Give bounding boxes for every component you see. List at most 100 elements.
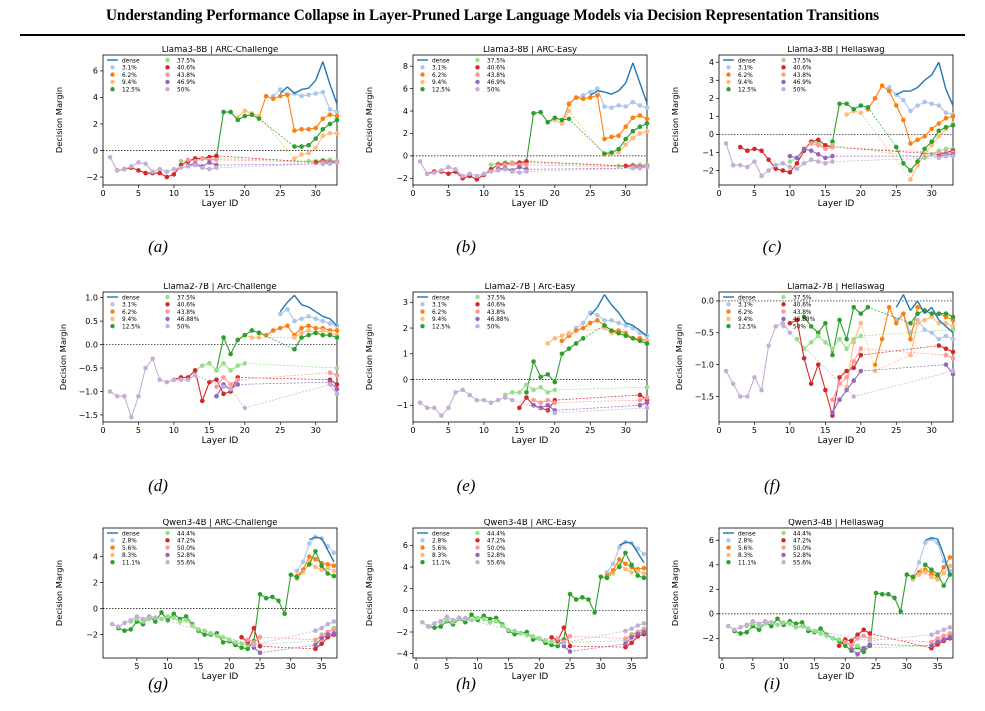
data-point <box>637 124 643 130</box>
data-point <box>886 85 892 90</box>
data-point <box>935 636 940 641</box>
data-point <box>929 314 935 320</box>
series-line-segment <box>583 325 605 339</box>
series-125 <box>524 109 650 164</box>
legend-swatch <box>420 87 425 92</box>
series-line-segment <box>195 374 224 388</box>
data-point <box>543 638 548 643</box>
data-point <box>313 125 319 131</box>
legend-label: 2.8% <box>738 539 753 545</box>
data-point <box>858 368 864 374</box>
series-line-segment <box>631 542 639 554</box>
data-point <box>306 541 312 546</box>
data-point <box>915 103 920 108</box>
series-line-segment <box>589 306 598 316</box>
data-point <box>331 568 337 574</box>
series-line-segment <box>753 161 763 177</box>
data-point <box>424 171 430 177</box>
data-point <box>319 636 324 641</box>
data-point <box>488 162 494 168</box>
legend-label: 44.4% <box>487 531 506 537</box>
data-point <box>524 382 529 387</box>
data-point <box>531 397 536 403</box>
x-tick-label: 30 <box>927 426 937 435</box>
data-point <box>517 405 522 411</box>
data-point <box>936 133 942 139</box>
series-line-segment <box>216 163 323 166</box>
legend-label: 9.4% <box>738 80 753 86</box>
data-point <box>242 332 248 338</box>
x-tick-label: 25 <box>871 662 881 671</box>
data-point <box>943 110 949 116</box>
data-point <box>823 340 828 345</box>
data-point <box>481 171 487 177</box>
data-point <box>808 324 814 329</box>
data-point <box>552 115 558 121</box>
data-point <box>306 158 311 164</box>
series-31 <box>270 87 340 115</box>
subfigure-caption: (e) <box>456 476 476 495</box>
series-line-segment <box>260 636 316 641</box>
series-line-segment <box>314 551 323 566</box>
data-point <box>609 328 614 333</box>
series-line-segment <box>260 645 316 650</box>
data-point <box>426 624 431 629</box>
series-line-segment <box>123 396 132 418</box>
data-point <box>319 563 324 568</box>
data-point <box>808 340 814 345</box>
legend-label: 40.6% <box>793 66 812 72</box>
data-point <box>331 563 337 568</box>
series-line-segment <box>618 541 626 546</box>
data-point <box>901 97 906 103</box>
data-point <box>865 105 871 110</box>
legend-swatch <box>110 538 115 543</box>
data-point <box>844 387 849 393</box>
y-tick-label: 2 <box>403 129 408 138</box>
data-point <box>936 320 942 326</box>
series-line-segment <box>308 551 316 565</box>
chart-panel-2: Llama3-8B | ARC-Easy 0 5 10 15 20 25 30 −2 0 2 4 6 8 L… <box>358 45 658 227</box>
series-line-segment <box>937 542 945 562</box>
data-point <box>573 95 579 100</box>
data-point <box>334 328 340 333</box>
chart-panel-6: Llama2-7B | Hellaswag 0 5 10 15 20 25 30 −1.5 −1.… <box>664 282 964 464</box>
series-line-segment <box>594 576 602 613</box>
series-line-segment <box>895 105 904 121</box>
series-line-segment <box>216 158 309 162</box>
data-point <box>623 561 628 567</box>
data-point <box>818 631 823 636</box>
data-point <box>177 619 183 624</box>
data-point <box>799 623 805 629</box>
data-point <box>830 636 836 641</box>
data-point <box>787 153 793 159</box>
series-line-segment <box>874 339 883 365</box>
data-point <box>153 615 158 620</box>
data-point <box>580 336 586 341</box>
series-line-segment <box>768 326 777 346</box>
legend-swatch <box>781 530 786 536</box>
series-line-segment <box>294 88 302 95</box>
data-point <box>915 311 920 316</box>
data-point <box>950 153 956 159</box>
series-line-segment <box>329 318 338 327</box>
legend-label: 12.5% <box>738 325 757 331</box>
data-point <box>417 159 423 164</box>
data-point <box>947 555 953 560</box>
data-point <box>207 379 212 385</box>
data-point <box>334 109 340 115</box>
legend-label: 12.5% <box>738 88 757 94</box>
data-point <box>837 397 842 402</box>
y-tick-label: −0.5 <box>79 364 98 373</box>
subfigure-caption: (a) <box>148 237 168 256</box>
chart-title: Llama3-8B | Hellaswag <box>787 46 884 55</box>
legend: dense 2.8%5.6%8.3% 11.1% 44.4% 47.2%50.0%52.… <box>107 530 196 567</box>
data-point <box>861 627 867 633</box>
data-point <box>530 637 536 642</box>
legend-label: 40.6% <box>487 303 506 309</box>
series-125 <box>214 109 340 160</box>
y-tick-label: 1 <box>403 350 408 359</box>
series-375 <box>502 382 650 398</box>
data-point <box>417 400 423 405</box>
data-point <box>277 87 283 92</box>
data-point <box>134 614 140 619</box>
